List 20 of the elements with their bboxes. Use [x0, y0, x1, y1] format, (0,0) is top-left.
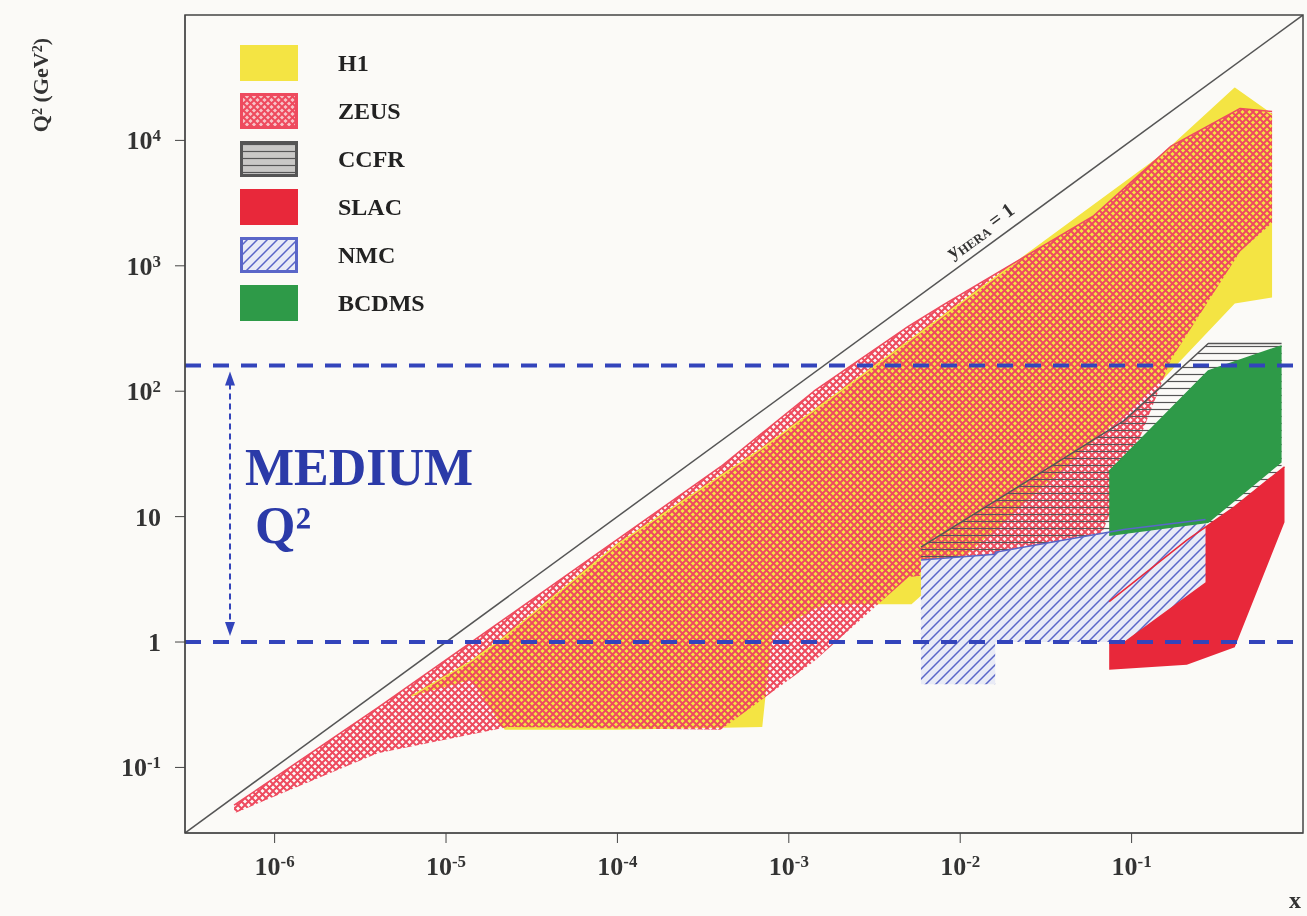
legend-label: ZEUS — [338, 97, 401, 125]
legend-label: CCFR — [338, 145, 405, 173]
y-tick-label: 10$^{-1}$ — [120, 753, 161, 783]
x-axis-title: x — [1289, 887, 1301, 913]
legend-label: H1 — [338, 49, 369, 77]
x-tick-label: 10$^{-1}$ — [1111, 852, 1152, 881]
y-tick-label: 1 — [148, 628, 161, 658]
x-tick-label: 10$^{-2}$ — [940, 852, 981, 881]
y-tick-label: 10$^{2}$ — [126, 377, 161, 407]
annotation: MEDIUM Q² — [245, 439, 474, 554]
x-tick-label: 10$^{-4}$ — [597, 852, 638, 881]
y-tick-label: 10$^{3}$ — [126, 251, 161, 281]
x-tick-label: 10$^{-6}$ — [254, 852, 295, 881]
x-tick-label: 10$^{-3}$ — [768, 852, 809, 881]
legend-label: NMC — [338, 241, 396, 269]
legend-label: BCDMS — [338, 289, 425, 317]
y-tick-label: 10$^{4}$ — [126, 126, 162, 156]
x-tick-label: 10$^{-5}$ — [425, 852, 467, 881]
y-tick-label: 10 — [135, 502, 161, 532]
legend-label: SLAC — [338, 193, 403, 221]
